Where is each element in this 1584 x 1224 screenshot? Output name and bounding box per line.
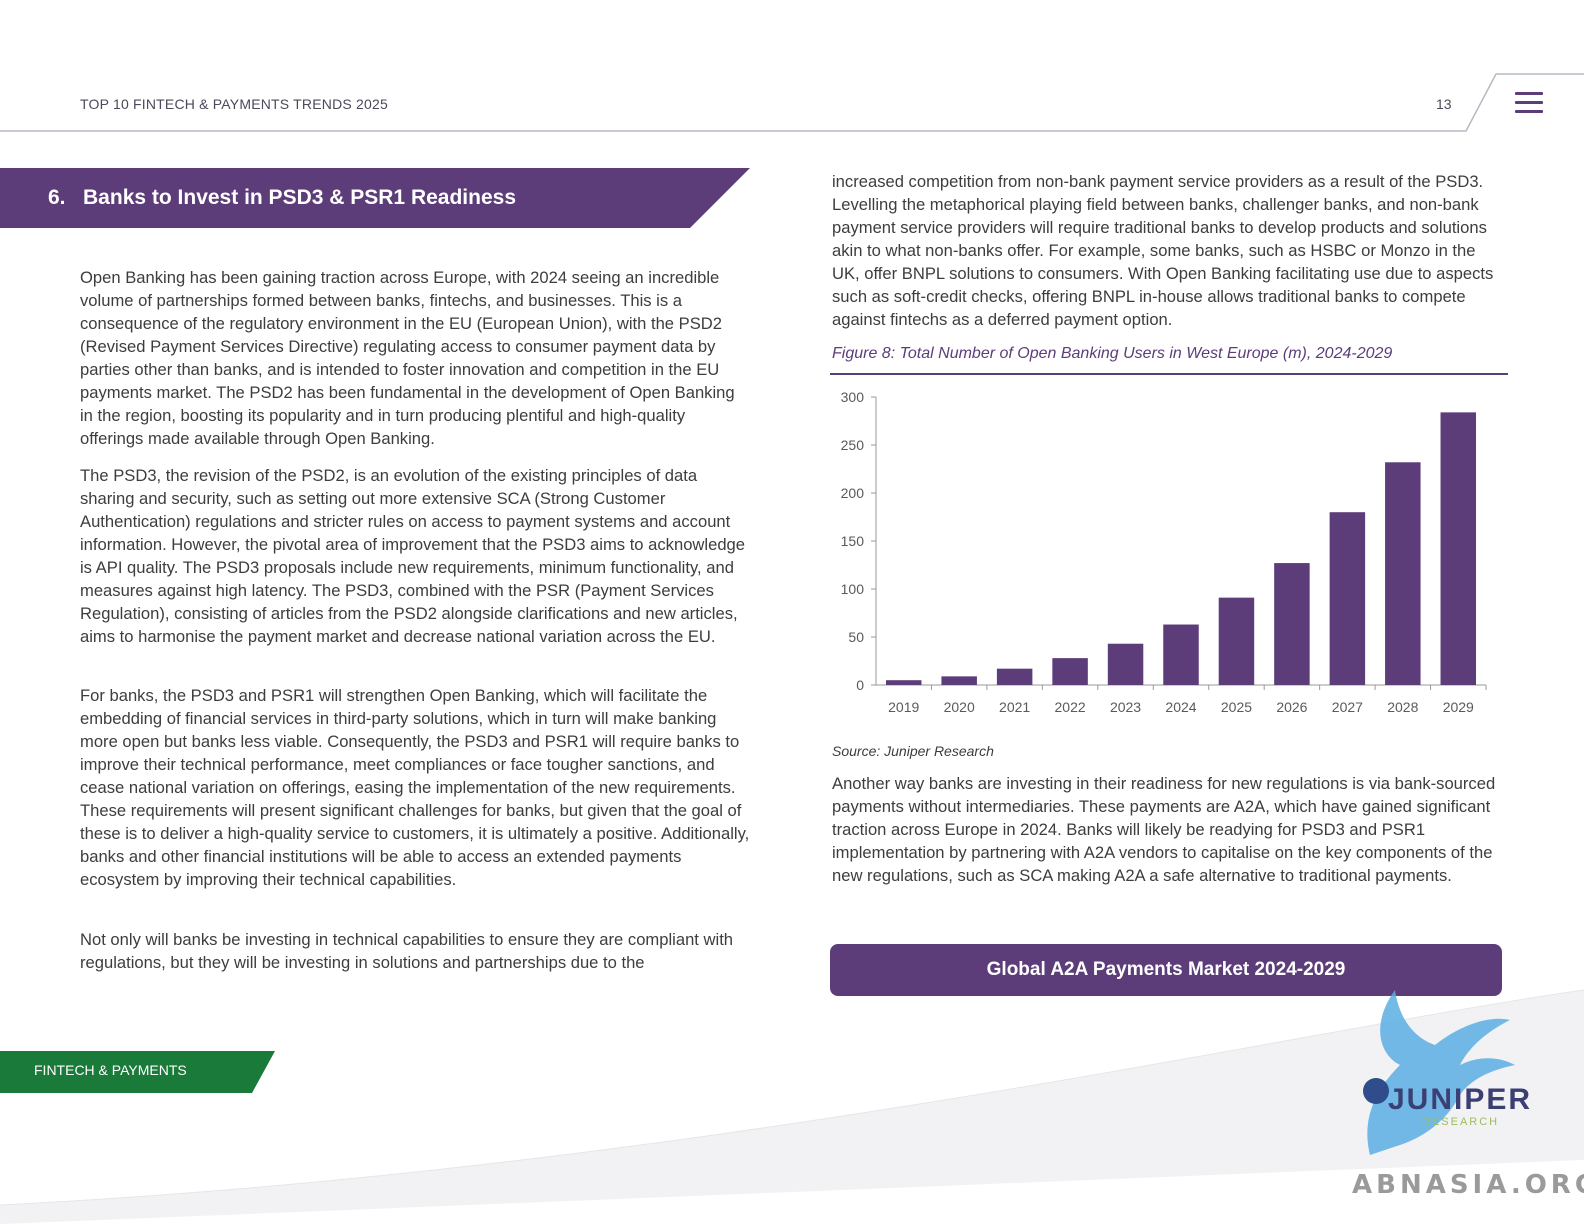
bar-2023 xyxy=(1107,643,1144,685)
bar-2021 xyxy=(996,668,1033,685)
section-heading: 6. Banks to Invest in PSD3 & PSR1 Readin… xyxy=(48,186,516,209)
bar-2022 xyxy=(1052,658,1088,685)
x-tick-label: 2022 xyxy=(1055,699,1086,715)
body-paragraph: increased competition from non-bank paym… xyxy=(832,172,1494,329)
y-tick-label: 200 xyxy=(841,485,865,501)
y-tick-label: 50 xyxy=(848,629,864,645)
body-paragraph: For banks, the PSD3 and PSR1 will streng… xyxy=(80,686,750,889)
watermark: ABNASIA.ORG xyxy=(1352,1170,1584,1200)
source-note: Source: Juniper Research xyxy=(832,743,994,759)
y-tick-label: 100 xyxy=(841,581,865,597)
body-paragraph: Not only will banks be investing in tech… xyxy=(80,930,734,972)
y-tick-label: 0 xyxy=(856,677,864,693)
x-tick-label: 2020 xyxy=(944,699,975,715)
y-tick-label: 150 xyxy=(841,533,865,549)
y-tick-label: 250 xyxy=(841,437,865,453)
page-number: 13 xyxy=(1436,96,1452,112)
bar-chart: 0 50 100 150 200 250 300 2019 2020 2021 2022 2023 20… xyxy=(841,389,1487,715)
body-paragraph: Another way banks are investing in their… xyxy=(832,774,1496,885)
bar-2019 xyxy=(885,680,922,685)
x-tick-label: 2023 xyxy=(1110,699,1141,715)
bar-2026 xyxy=(1274,563,1310,685)
x-tick-label: 2028 xyxy=(1387,699,1418,715)
logo-wordmark: JUNIPER xyxy=(1388,1083,1532,1116)
header-rule xyxy=(0,73,1584,132)
x-tick-label: 2029 xyxy=(1443,699,1474,715)
bar-2029 xyxy=(1440,412,1477,685)
x-tick-label: 2024 xyxy=(1165,699,1196,715)
bar-2027 xyxy=(1329,512,1366,685)
bar-2024 xyxy=(1163,624,1199,685)
x-tick-label: 2021 xyxy=(999,699,1030,715)
body-paragraph: The PSD3, the revision of the PSD2, is a… xyxy=(80,466,746,646)
logo-subtext: RESEARCH xyxy=(1422,1116,1499,1128)
footer-tab xyxy=(0,1051,275,1093)
bar-2020 xyxy=(941,676,977,685)
x-tick-label: 2019 xyxy=(888,699,919,715)
y-tick-label: 300 xyxy=(841,389,865,405)
body-paragraph: Open Banking has been gaining traction a… xyxy=(80,268,735,448)
footer-swoosh xyxy=(0,989,1584,1224)
running-title: TOP 10 FINTECH & PAYMENTS TRENDS 2025 xyxy=(80,96,388,112)
section-banner xyxy=(0,168,750,228)
x-tick-label: 2027 xyxy=(1332,699,1363,715)
x-tick-label: 2025 xyxy=(1221,699,1252,715)
bar-2025 xyxy=(1218,597,1255,685)
a2a-market-button[interactable]: Global A2A Payments Market 2024-2029 xyxy=(830,944,1502,996)
footer-tab-label: FINTECH & PAYMENTS xyxy=(34,1062,187,1078)
figure-caption: Figure 8: Total Number of Open Banking U… xyxy=(832,345,1393,362)
bar-2028 xyxy=(1385,462,1421,685)
caption-rule xyxy=(830,373,1508,375)
x-tick-label: 2026 xyxy=(1276,699,1307,715)
juniper-research-logo: JUNIPER RESEARCH xyxy=(1363,990,1532,1155)
hamburger-menu-icon[interactable] xyxy=(1515,92,1543,116)
